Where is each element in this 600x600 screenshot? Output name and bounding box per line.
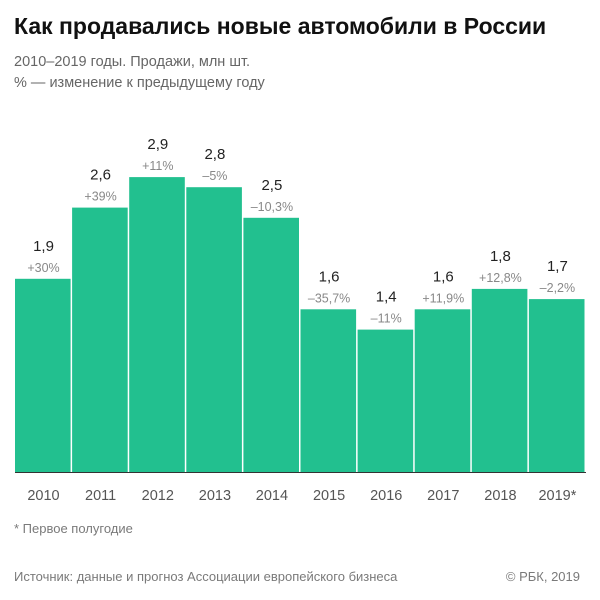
change-label: +11,9%: [422, 291, 464, 305]
subtitle-line-1: 2010–2019 годы. Продажи, млн шт.: [14, 54, 251, 70]
bar-2018: [471, 288, 528, 472]
change-label: –35,7%: [308, 291, 350, 305]
change-label: –2,2%: [540, 281, 575, 295]
change-label: –5%: [202, 169, 227, 183]
bar-2011: [72, 207, 128, 472]
x-tick-label: 2010: [27, 488, 59, 504]
x-tick-label: 2014: [256, 488, 288, 504]
x-tick-label: 2011: [85, 488, 116, 504]
subtitle-line-2: % — изменение к предыдущему году: [14, 75, 265, 91]
chart-subtitle: 2010–2019 годы. Продажи, млн шт. % — изм…: [14, 52, 265, 94]
change-label: –10,3%: [251, 200, 293, 214]
value-label: 1,6: [433, 268, 454, 285]
x-tick-label: 2015: [313, 488, 345, 504]
bar-2014: [243, 217, 299, 473]
value-label: 2,5: [261, 177, 282, 194]
bar-2017: [414, 309, 471, 472]
value-label: 1,4: [376, 289, 397, 306]
value-label: 2,8: [204, 146, 225, 163]
chart-title: Как продавались новые автомобили в Росси…: [14, 13, 547, 39]
bar-2013: [186, 187, 242, 472]
change-label: +11%: [142, 159, 173, 173]
change-label: +30%: [27, 261, 59, 275]
x-tick-label: 2017: [427, 488, 459, 504]
value-label: 1,9: [33, 238, 54, 255]
copyright: © РБК, 2019: [505, 569, 580, 584]
value-label: 1,6: [319, 268, 340, 285]
bar-2010: [15, 278, 71, 472]
change-label: +39%: [84, 190, 116, 204]
x-tick-label: 2012: [142, 488, 174, 504]
value-label: 1,8: [490, 248, 511, 265]
source-note: Источник: данные и прогноз Ассоциации ев…: [14, 569, 398, 584]
value-label: 2,9: [147, 136, 168, 153]
value-label: 1,7: [547, 258, 568, 275]
x-tick-label: 2013: [199, 488, 231, 504]
x-tick-label: 2018: [484, 488, 516, 504]
x-tick-label: 2016: [370, 488, 402, 504]
change-label: –11%: [371, 312, 402, 326]
x-tick-label: 2019*: [538, 488, 576, 504]
value-label: 2,6: [90, 167, 111, 184]
bar-2015: [300, 309, 357, 472]
change-label: +12,8%: [479, 271, 522, 285]
footnote: * Первое полугодие: [14, 521, 133, 536]
bar-2012: [129, 177, 185, 472]
bar-2016: [357, 329, 414, 472]
bar-2019*: [528, 299, 585, 472]
